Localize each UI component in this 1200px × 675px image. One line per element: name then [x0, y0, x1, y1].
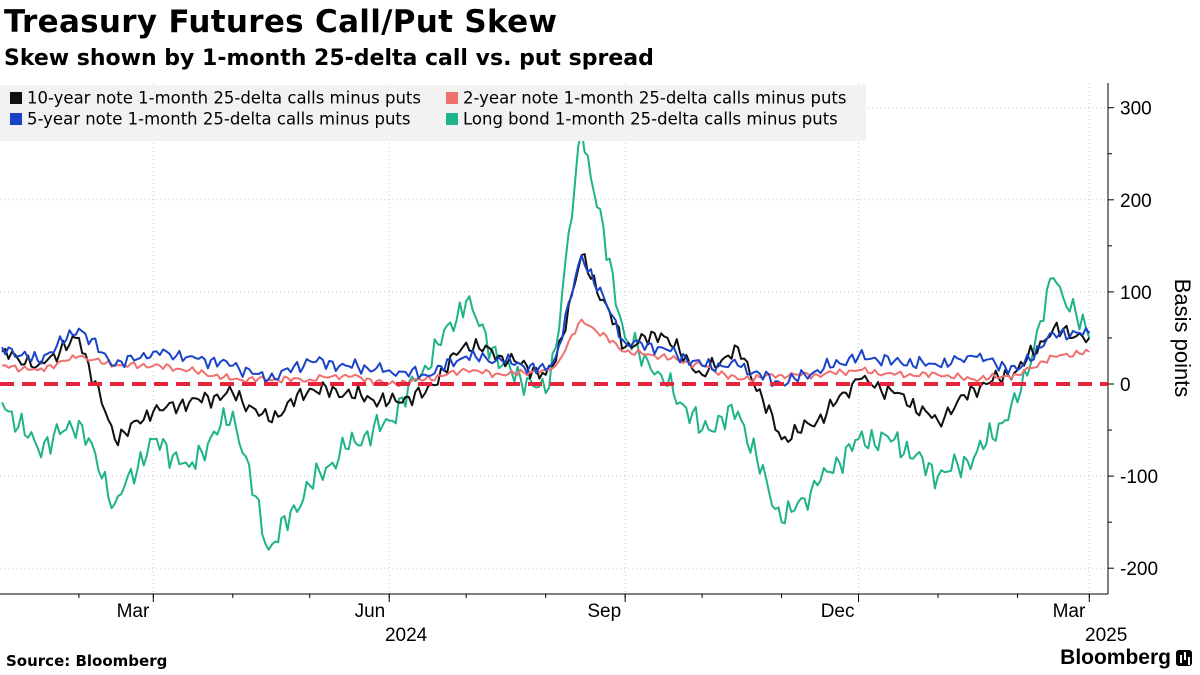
series-layer: [0, 129, 1108, 551]
legend: 10-year note 1-month 25-delta calls minu…: [0, 85, 866, 141]
y-tick-label: -100: [1120, 467, 1158, 488]
legend-swatch: [446, 113, 458, 125]
y-tick-label: 200: [1120, 191, 1152, 212]
y-tick-label: 0: [1120, 375, 1131, 396]
y-axis-label: Basis points: [1170, 279, 1195, 398]
y-tick-label: -200: [1120, 559, 1158, 580]
x-tick-label: Jun: [355, 601, 386, 622]
x-tick-label: Mar: [117, 601, 150, 622]
legend-swatch: [10, 92, 22, 104]
series-3: [1, 254, 1091, 388]
series-line: [1, 254, 1091, 388]
legend-label: Long bond 1-month 25-delta calls minus p…: [463, 110, 838, 129]
bloomberg-logo-icon: [1176, 650, 1192, 666]
chart-subtitle: Skew shown by 1-month 25-delta call vs. …: [4, 46, 654, 71]
x-year-label: 2024: [385, 625, 428, 646]
x-year-label: 2025: [1085, 625, 1127, 646]
legend-label: 2-year note 1-month 25-delta calls minus…: [463, 89, 846, 108]
x-tick-label: Dec: [821, 601, 855, 622]
series-1: [1, 253, 1091, 447]
series-4: [1, 129, 1091, 551]
legend-swatch: [446, 92, 458, 104]
series-line: [1, 318, 1090, 388]
series-line: [1, 129, 1091, 551]
x-tick-label: Mar: [1053, 601, 1086, 622]
axis-layer: -200 -100 0 100 200 300 Basis points Mar Jun Sep D…: [0, 83, 1195, 646]
series-line: [1, 253, 1091, 447]
grid-layer: [0, 83, 1108, 594]
legend-swatch: [10, 113, 22, 125]
brand-name: Bloomberg: [1060, 646, 1171, 669]
legend-label: 5-year note 1-month 25-delta calls minus…: [27, 110, 410, 129]
source-note: Source: Bloomberg: [6, 652, 168, 670]
x-tick-label: Sep: [587, 601, 621, 622]
legend-background: [0, 85, 866, 141]
chart-title: Treasury Futures Call/Put Skew: [4, 4, 558, 40]
series-2: [1, 318, 1090, 388]
bloomberg-logo: Bloomberg: [1060, 646, 1192, 670]
legend-label: 10-year note 1-month 25-delta calls minu…: [27, 89, 421, 108]
y-tick-label: 100: [1120, 283, 1152, 304]
y-tick-label: 300: [1120, 99, 1152, 120]
